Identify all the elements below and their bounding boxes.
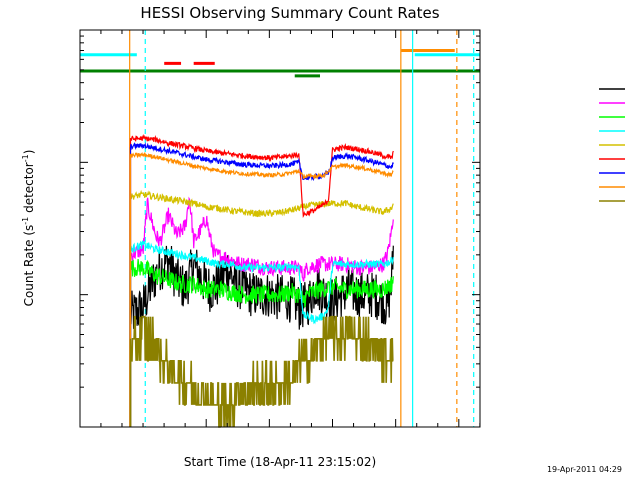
x-axis-label: Start Time (18-Apr-11 23:15:02) [184, 455, 376, 469]
series-line-1 [129, 196, 394, 427]
series-line-7 [129, 151, 394, 427]
series-line-5 [129, 134, 394, 427]
vertical-markers [129, 30, 475, 427]
y-axis-label-mid: detector [22, 162, 36, 217]
series-line-3 [129, 240, 394, 427]
series-line-6 [129, 142, 394, 427]
legend [599, 88, 625, 202]
data-series [129, 134, 394, 428]
y-axis-label: Count Rate (s-1 detector-1) [21, 150, 36, 307]
series-line-2 [129, 259, 394, 427]
y-axis-label-end: ) [22, 150, 36, 155]
y-axis-label-main: Count Rate (s [22, 225, 36, 307]
y-axis-ticks [80, 35, 480, 428]
timestamp: 19-Apr-2011 04:29 [547, 465, 622, 474]
plot-frame [79, 29, 481, 428]
y-axis-label-exp2: -1 [21, 154, 30, 162]
state-flags [80, 48, 480, 78]
chart-title: HESSI Observing Summary Count Rates [140, 4, 439, 22]
series-line-4 [129, 189, 394, 427]
series-line-8 [129, 315, 394, 428]
y-axis-label-exp1: -1 [21, 217, 30, 225]
x-axis-ticks [100, 30, 481, 427]
